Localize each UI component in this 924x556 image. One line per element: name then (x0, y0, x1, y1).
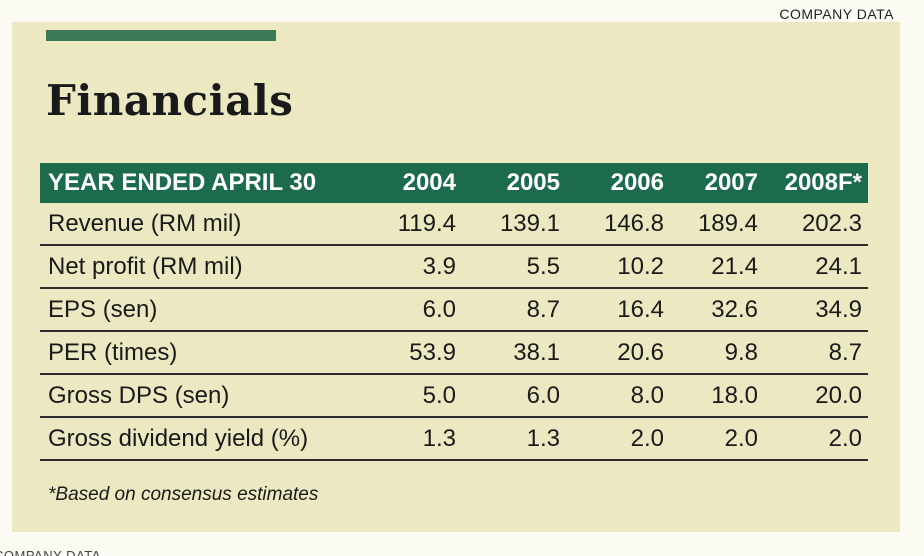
table-cell: 1.3 (462, 417, 566, 461)
page-title: Financials (46, 76, 294, 125)
table-cell: 16.4 (566, 288, 670, 332)
table-cell: 5.5 (462, 245, 566, 289)
table-cell: 8.7 (764, 331, 868, 375)
table-cell: 189.4 (670, 203, 764, 246)
column-header: 2006 (610, 169, 664, 196)
table-cell: 119.4 (358, 203, 462, 246)
row-label: PER (times) (40, 331, 358, 375)
table-row: Revenue (RM mil) 119.4 139.1 146.8 189.4… (40, 203, 868, 246)
table-cell: 32.6 (670, 288, 764, 332)
column-header: 2004 (402, 169, 456, 196)
table-cell: 2.0 (670, 417, 764, 461)
table-cell: 2.0 (764, 417, 868, 461)
row-label: Revenue (RM mil) (40, 203, 358, 246)
table-cell: 20.0 (764, 374, 868, 418)
table-cell: 53.9 (358, 331, 462, 375)
column-header: 2007 (704, 169, 758, 196)
row-label: EPS (sen) (40, 288, 358, 332)
table-cell: 139.1 (462, 203, 566, 246)
table-cell: 24.1 (764, 245, 868, 289)
column-header: YEAR ENDED APRIL 30 (48, 169, 317, 196)
column-header: 2008F* (784, 169, 862, 196)
table-cell: 8.0 (566, 374, 670, 418)
table-cell: 20.6 (566, 331, 670, 375)
table-row: Net profit (RM mil) 3.9 5.5 10.2 21.4 24… (40, 245, 868, 289)
table-cell: 3.9 (358, 245, 462, 289)
table-cell: 9.8 (670, 331, 764, 375)
row-label: Gross dividend yield (%) (40, 417, 358, 461)
table-cell: 5.0 (358, 374, 462, 418)
table-cell: 202.3 (764, 203, 868, 246)
table-cell: 1.3 (358, 417, 462, 461)
table-cell: 6.0 (462, 374, 566, 418)
table-cell: 6.0 (358, 288, 462, 332)
accent-bar (46, 30, 276, 41)
cutoff-label-text: COMPANY DATA (0, 548, 101, 556)
financials-table: YEAR ENDED APRIL 30 2004 2005 2006 2007 … (40, 163, 868, 461)
table-cell: 38.1 (462, 331, 566, 375)
table-row: EPS (sen) 6.0 8.7 16.4 32.6 34.9 (40, 288, 868, 332)
column-header: 2005 (506, 169, 560, 196)
table-cell: 146.8 (566, 203, 670, 246)
table-cell: 2.0 (566, 417, 670, 461)
table-row: PER (times) 53.9 38.1 20.6 9.8 8.7 (40, 331, 868, 375)
table-cell: 34.9 (764, 288, 868, 332)
table-cell: 10.2 (566, 245, 670, 289)
table-cell: 21.4 (670, 245, 764, 289)
section-label: COMPANY DATA (779, 6, 894, 22)
row-label: Gross DPS (sen) (40, 374, 358, 418)
row-label: Net profit (RM mil) (40, 245, 358, 289)
cutoff-page-label: COMPANY DATA (0, 546, 120, 556)
table-cell: 18.0 (670, 374, 764, 418)
footnote: *Based on consensus estimates (48, 484, 319, 505)
table-row: Gross DPS (sen) 5.0 6.0 8.0 18.0 20.0 (40, 374, 868, 418)
table-row: Gross dividend yield (%) 1.3 1.3 2.0 2.0… (40, 417, 868, 461)
table-cell: 8.7 (462, 288, 566, 332)
table-header-row: YEAR ENDED APRIL 30 2004 2005 2006 2007 … (40, 163, 868, 203)
